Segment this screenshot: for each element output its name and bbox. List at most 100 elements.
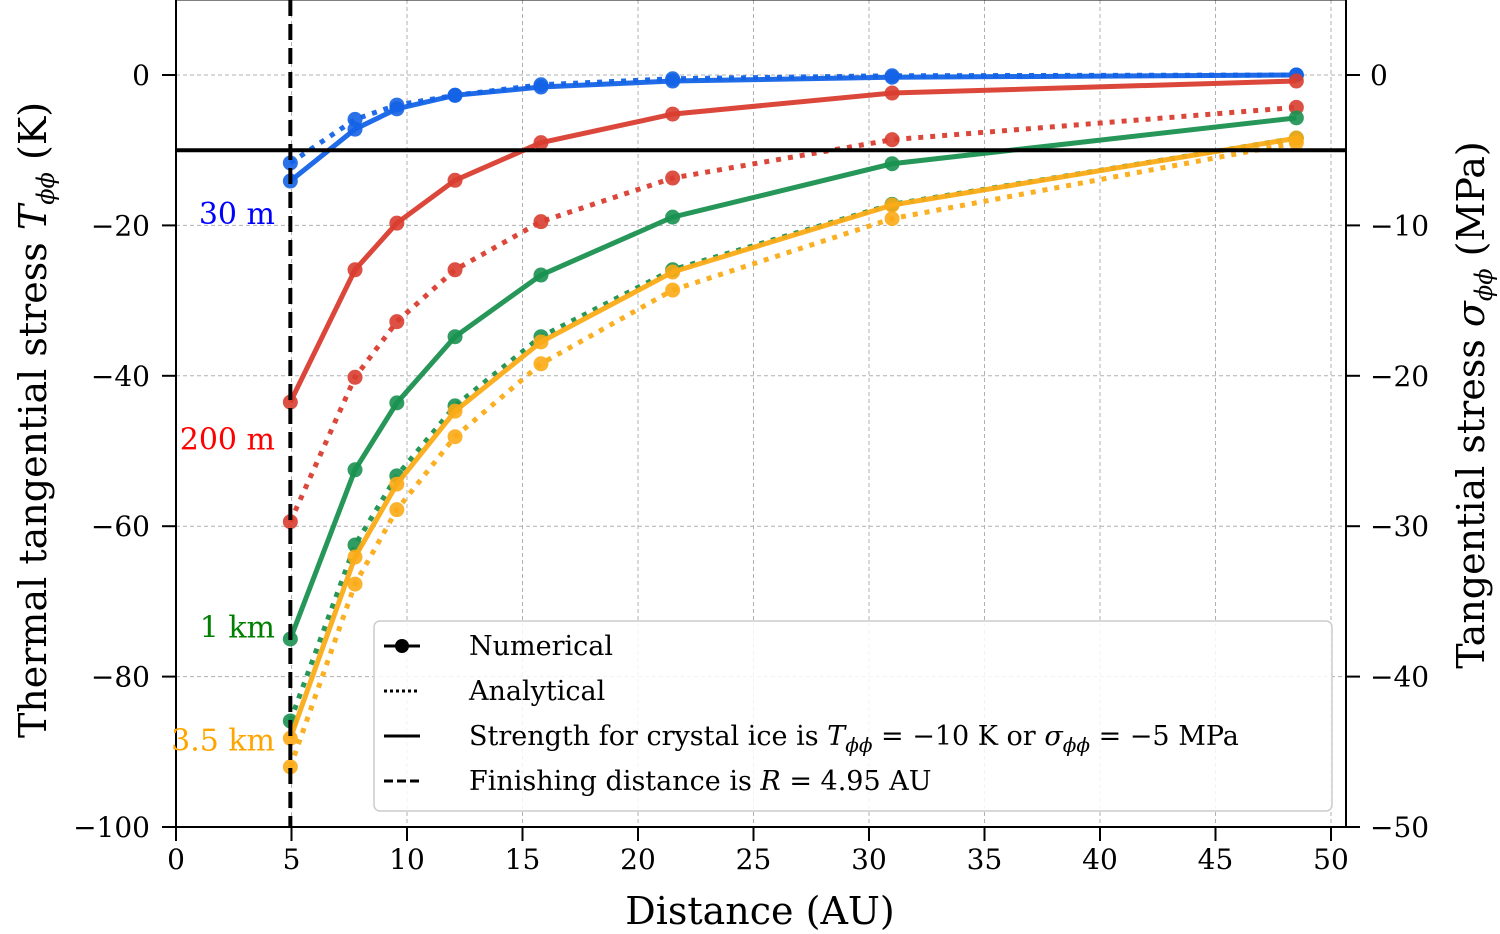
analytical-point (282, 759, 298, 775)
legend-label-text: = 4.95 AU (781, 766, 932, 797)
numerical-point (389, 476, 405, 492)
numerical-point (447, 87, 463, 103)
analytical-point (447, 262, 463, 278)
y-right-title-unit: (MPa) (1449, 141, 1493, 268)
y-right-tick-label: −50 (1370, 811, 1429, 844)
numerical-point (884, 85, 900, 101)
numerical-point (665, 209, 681, 225)
y-right-tick-label: −20 (1370, 360, 1429, 393)
analytical-point (533, 214, 549, 230)
y-right-tick-label: −40 (1370, 661, 1429, 694)
numerical-point (282, 730, 298, 746)
analytical-point (389, 314, 405, 330)
numerical-point (347, 462, 363, 478)
y-left-tick-label: −100 (73, 811, 150, 844)
numerical-point (533, 267, 549, 283)
numerical-line (288, 115, 1297, 640)
numerical-point (884, 156, 900, 172)
legend-box (373, 620, 1333, 812)
y-left-title-text: Thermal tangential stress (11, 230, 55, 738)
y-left-title-subscript: ϕϕ (32, 172, 60, 205)
numerical-point (1288, 130, 1304, 146)
y-right-tick-label: −30 (1370, 510, 1429, 543)
analytical-line (287, 140, 1297, 768)
numerical-point (347, 262, 363, 278)
x-tick-label: 10 (389, 843, 425, 876)
analytical-point (884, 211, 900, 227)
y-left-title-symbol: T (11, 202, 55, 230)
axes: 0 5 10 15 20 25 30 35 40 45 50 0 −20 −40 −60 −80 −100 0 −1… (73, 0, 1429, 876)
legend-label-text: Strength for crystal ice is (469, 721, 827, 752)
legend-marker-icon (395, 639, 409, 653)
x-tick-label: 40 (1082, 843, 1118, 876)
legend-label: Analytical (468, 676, 605, 707)
y-right-title-symbol: σ (1449, 300, 1493, 327)
analytical-point (533, 356, 549, 372)
x-tick-label: 50 (1313, 843, 1349, 876)
numerical-point (533, 135, 549, 151)
numerical-line (288, 72, 1297, 183)
series-label: 30 m (199, 197, 275, 232)
series-labels: 30 m 200 m 1 km 3.5 km (171, 197, 275, 758)
series-200-m (282, 73, 1304, 530)
legend-item: Analytical (384, 676, 605, 707)
x-tick-label: 15 (505, 843, 541, 876)
y-left-title-unit: (K) (11, 102, 55, 172)
series-label: 200 m (180, 423, 275, 458)
legend-label-subscript: ϕϕ (845, 733, 873, 757)
x-tick-label: 20 (620, 843, 656, 876)
legend: Numerical Analytical Strength for crystal … (373, 620, 1333, 812)
legend-label-text: = −5 MPa (1090, 721, 1239, 752)
legend-label: Finishing distance is R = 4.95 AU (469, 766, 932, 797)
y-left-tick-label: 0 (132, 59, 150, 92)
analytical-point (347, 369, 363, 385)
legend-item: Strength for crystal ice is Tϕϕ = −10 K … (384, 721, 1239, 757)
analytical-line (288, 104, 1297, 523)
numerical-point (884, 197, 900, 213)
numerical-line (287, 135, 1297, 740)
analytical-point (347, 576, 363, 592)
numerical-point (447, 329, 463, 345)
y-left-tick-label: −40 (91, 360, 150, 393)
analytical-point (282, 155, 298, 171)
legend-label: Numerical (469, 631, 613, 662)
numerical-point (389, 395, 405, 411)
numerical-point (533, 79, 549, 95)
analytical-point (389, 502, 405, 518)
x-tick-label: 25 (736, 843, 772, 876)
series-layer (282, 67, 1304, 775)
legend-label-symbol: σ (1044, 721, 1064, 752)
y-right-tick-label: 0 (1370, 59, 1388, 92)
legend-label-subscript: ϕϕ (1063, 733, 1091, 757)
legend-label-symbol: T (827, 721, 847, 752)
analytical-point (1288, 99, 1304, 115)
numerical-point (533, 334, 549, 350)
numerical-point (665, 264, 681, 280)
legend-item: Finishing distance is R = 4.95 AU (384, 766, 932, 797)
numerical-point (389, 101, 405, 117)
analytical-point (884, 132, 900, 148)
analytical-point (665, 282, 681, 298)
numerical-point (665, 73, 681, 89)
legend-label-symbol: R (759, 766, 780, 797)
y-left-tick-label: −80 (91, 661, 150, 694)
legend-item: Numerical (384, 631, 613, 662)
x-tick-label: 30 (851, 843, 887, 876)
y-left-tick-label: −20 (91, 209, 150, 242)
numerical-point (347, 121, 363, 137)
series-label: 1 km (200, 611, 275, 646)
legend-label-text: = −10 K or (872, 721, 1044, 752)
x-tick-label: 45 (1198, 843, 1234, 876)
analytical-point (665, 170, 681, 186)
analytical-point (282, 514, 298, 530)
numerical-point (884, 69, 900, 85)
numerical-point (447, 172, 463, 188)
numerical-point (1288, 73, 1304, 89)
y-right-tick-label: −10 (1370, 209, 1429, 242)
analytical-point (447, 429, 463, 445)
numerical-point (447, 403, 463, 419)
y-right-title-text: Tangential stress (1449, 327, 1493, 669)
numerical-point (347, 549, 363, 565)
y-axis-right-title: Tangential stress σϕϕ (MPa) (1449, 141, 1498, 668)
